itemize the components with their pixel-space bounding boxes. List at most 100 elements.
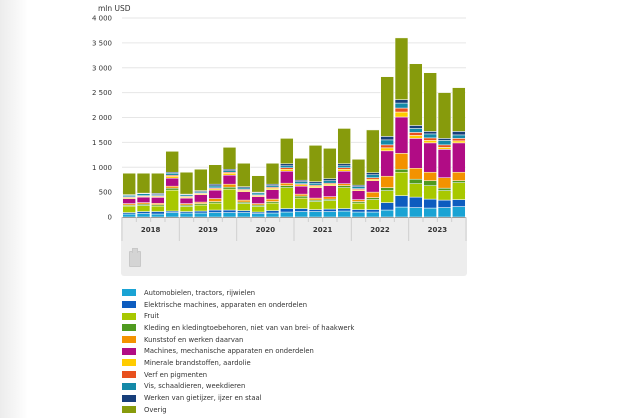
bar-segment[interactable]: [151, 211, 165, 215]
bar-segment[interactable]: [423, 133, 437, 139]
bar-segment[interactable]: [423, 72, 437, 132]
bar-segment[interactable]: [452, 140, 466, 144]
bar-segment[interactable]: [351, 209, 366, 213]
bar-segment[interactable]: [394, 195, 409, 208]
bar-segment[interactable]: [394, 206, 409, 218]
bar-stack[interactable]: [122, 172, 136, 218]
bar-segment[interactable]: [366, 174, 380, 178]
bar-segment[interactable]: [323, 196, 337, 200]
bar-segment[interactable]: [323, 208, 337, 212]
bar-segment[interactable]: [208, 202, 222, 211]
bar-segment[interactable]: [380, 202, 394, 211]
bar-segment[interactable]: [452, 199, 466, 207]
bar-segment[interactable]: [151, 172, 165, 194]
bar-segment[interactable]: [280, 185, 294, 188]
bar-segment[interactable]: [380, 144, 394, 149]
bar-segment[interactable]: [308, 197, 323, 201]
bar-segment[interactable]: [294, 181, 308, 184]
bar-segment[interactable]: [136, 196, 151, 203]
bar-segment[interactable]: [294, 197, 308, 209]
bar-segment[interactable]: [380, 209, 394, 218]
bar-segment[interactable]: [337, 187, 351, 209]
bar-segment[interactable]: [294, 185, 308, 195]
bar-segment[interactable]: [280, 138, 294, 165]
bar-segment[interactable]: [409, 132, 423, 136]
bar-segment[interactable]: [222, 183, 237, 188]
bar-segment[interactable]: [437, 140, 452, 146]
bar-segment[interactable]: [179, 171, 194, 195]
bar-segment[interactable]: [437, 144, 452, 148]
bar-segment[interactable]: [237, 199, 251, 203]
bar-segment[interactable]: [380, 187, 394, 191]
bar-segment[interactable]: [351, 211, 366, 218]
bar-segment[interactable]: [294, 193, 308, 197]
bar-segment[interactable]: [165, 177, 179, 187]
bar-segment[interactable]: [394, 107, 409, 113]
bar-segment[interactable]: [380, 147, 394, 152]
bar-segment[interactable]: [323, 211, 337, 218]
bar-segment[interactable]: [409, 207, 423, 218]
bar-segment[interactable]: [452, 142, 466, 173]
bar-segment[interactable]: [394, 111, 409, 118]
bar-stack[interactable]: [294, 158, 308, 218]
bar-segment[interactable]: [265, 202, 280, 211]
bar-segment[interactable]: [251, 175, 265, 193]
bar-segment[interactable]: [194, 210, 208, 214]
bar-segment[interactable]: [251, 206, 265, 213]
bar-segment[interactable]: [222, 188, 237, 211]
legend-item[interactable]: Kunststof en werken daarvan: [122, 334, 354, 346]
bar-stack[interactable]: [452, 87, 466, 218]
bar-segment[interactable]: [165, 187, 179, 191]
bar-stack[interactable]: [265, 163, 280, 218]
bar-segment[interactable]: [208, 185, 222, 189]
bar-stack[interactable]: [251, 175, 265, 218]
bar-segment[interactable]: [237, 212, 251, 218]
bar-segment[interactable]: [409, 125, 423, 129]
bar-segment[interactable]: [179, 212, 194, 218]
bar-segment[interactable]: [351, 199, 366, 202]
bar-segment[interactable]: [222, 172, 237, 176]
bar-segment[interactable]: [452, 87, 466, 132]
bar-segment[interactable]: [308, 201, 323, 210]
bar-segment[interactable]: [452, 131, 466, 136]
bar-segment[interactable]: [251, 213, 265, 218]
bar-segment[interactable]: [394, 102, 409, 109]
bar-segment[interactable]: [151, 213, 165, 218]
bar-segment[interactable]: [165, 151, 179, 173]
bar-segment[interactable]: [437, 207, 452, 218]
bar-segment[interactable]: [366, 180, 380, 193]
bar-segment[interactable]: [165, 189, 179, 212]
bar-segment[interactable]: [122, 213, 136, 218]
bar-stack[interactable]: [308, 145, 323, 218]
bar-segment[interactable]: [351, 159, 366, 186]
bar-segment[interactable]: [452, 182, 466, 200]
bar-segment[interactable]: [337, 168, 351, 172]
bar-segment[interactable]: [423, 185, 437, 200]
bar-segment[interactable]: [437, 92, 452, 139]
bar-segment[interactable]: [265, 189, 280, 200]
bar-segment[interactable]: [394, 116, 409, 154]
bar-segment[interactable]: [308, 182, 323, 186]
bar-segment[interactable]: [208, 183, 222, 187]
time-navigator-panel[interactable]: [121, 218, 467, 276]
bar-segment[interactable]: [366, 211, 380, 218]
slider-handle-icon[interactable]: [129, 248, 141, 267]
bar-segment[interactable]: [151, 197, 165, 204]
bar-segment[interactable]: [394, 168, 409, 173]
bar-segment[interactable]: [437, 199, 452, 208]
bar-segment[interactable]: [452, 206, 466, 218]
bar-segment[interactable]: [308, 211, 323, 218]
bar-stack[interactable]: [409, 63, 423, 218]
bar-segment[interactable]: [423, 142, 437, 173]
bar-segment[interactable]: [222, 212, 237, 218]
bar-segment[interactable]: [452, 171, 466, 181]
bar-segment[interactable]: [437, 147, 452, 150]
bar-stack[interactable]: [423, 72, 437, 218]
bar-segment[interactable]: [237, 163, 251, 187]
bar-segment[interactable]: [351, 202, 366, 210]
bar-segment[interactable]: [208, 212, 222, 218]
bar-segment[interactable]: [366, 172, 380, 175]
bar-segment[interactable]: [337, 170, 351, 184]
bar-segment[interactable]: [323, 200, 337, 210]
bar-segment[interactable]: [308, 145, 323, 182]
